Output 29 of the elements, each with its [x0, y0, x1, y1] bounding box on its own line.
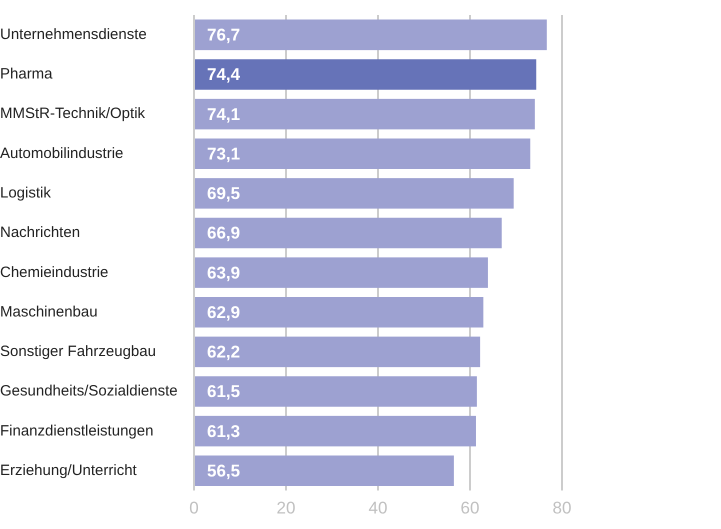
y-tick-label: Finanzdienstleistungen	[0, 422, 154, 440]
data-label: 76,7	[207, 26, 240, 45]
y-tick-label: Chemieindustrie	[0, 264, 108, 281]
y-tick-label: Pharma	[0, 66, 54, 83]
data-label: 62,2	[207, 342, 240, 362]
data-label: 73,1	[207, 144, 240, 164]
data-label: 61,5	[207, 382, 240, 402]
y-tick-label: Gesundheits/Sozialdienste	[0, 382, 178, 400]
y-tick-label: Unternehmensdienste	[0, 26, 147, 43]
data-label: 74,4	[207, 65, 241, 84]
y-tick-label: Nachrichten	[0, 224, 80, 242]
data-label: 69,5	[207, 184, 240, 204]
data-label: 63,9	[207, 263, 240, 282]
y-tick-label: MMStR-Technik/Optik	[0, 105, 146, 122]
y-tick-label: Erziehung/Unterricht	[0, 462, 138, 479]
data-label: 62,9	[207, 302, 240, 322]
x-tick-label: 60	[460, 498, 480, 518]
y-tick-label: Maschinenbau	[0, 303, 98, 320]
y-tick-label: Sonstiger Fahrzeugbau	[0, 343, 156, 360]
x-tick-label: 40	[368, 498, 388, 518]
x-tick-label: 20	[276, 498, 296, 518]
data-label: 66,9	[207, 224, 240, 243]
x-tick-label: 0	[189, 498, 199, 518]
y-tick-label: Automobilindustrie	[0, 144, 124, 162]
data-label: 74,1	[207, 104, 240, 124]
x-tick-label: 80	[552, 498, 572, 518]
data-label: 56,5	[207, 461, 240, 480]
data-label: 61,3	[207, 422, 240, 441]
y-tick-label: Logistik	[0, 184, 52, 202]
